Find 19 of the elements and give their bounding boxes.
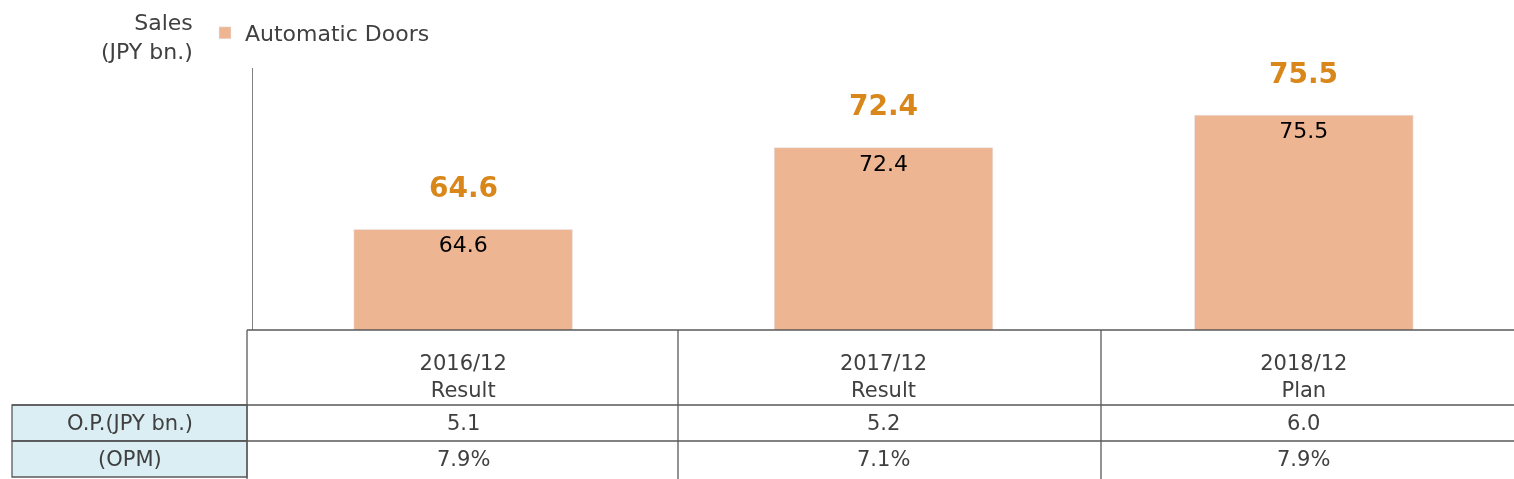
- y-axis-title: Sales (JPY bn.): [101, 10, 193, 64]
- text: (OPM): [98, 447, 162, 471]
- x-tick-label: 2018/12 Plan: [1260, 351, 1348, 403]
- annotation: 72.4: [849, 89, 919, 122]
- x-tick-label: 2017/12 Result: [839, 351, 928, 403]
- legend-label: Automatic Doors: [245, 21, 430, 47]
- data-label: 64.6: [438, 232, 488, 258]
- annotation: 64.6: [429, 171, 499, 204]
- data-label: 75.5: [1279, 118, 1329, 144]
- annotation: 75.5: [1269, 57, 1339, 90]
- data-label: 72.4: [859, 150, 908, 176]
- text: O.P.(JPY bn.): [67, 411, 194, 435]
- text: 5.2: [867, 411, 901, 435]
- text: 6.0: [1287, 411, 1321, 435]
- x-tick-label: 2016/12 Result: [419, 351, 507, 403]
- text: 7.1%: [857, 447, 911, 471]
- text: 7.9%: [437, 447, 491, 471]
- text: 5.1: [447, 411, 481, 435]
- text: 7.9%: [1277, 447, 1331, 471]
